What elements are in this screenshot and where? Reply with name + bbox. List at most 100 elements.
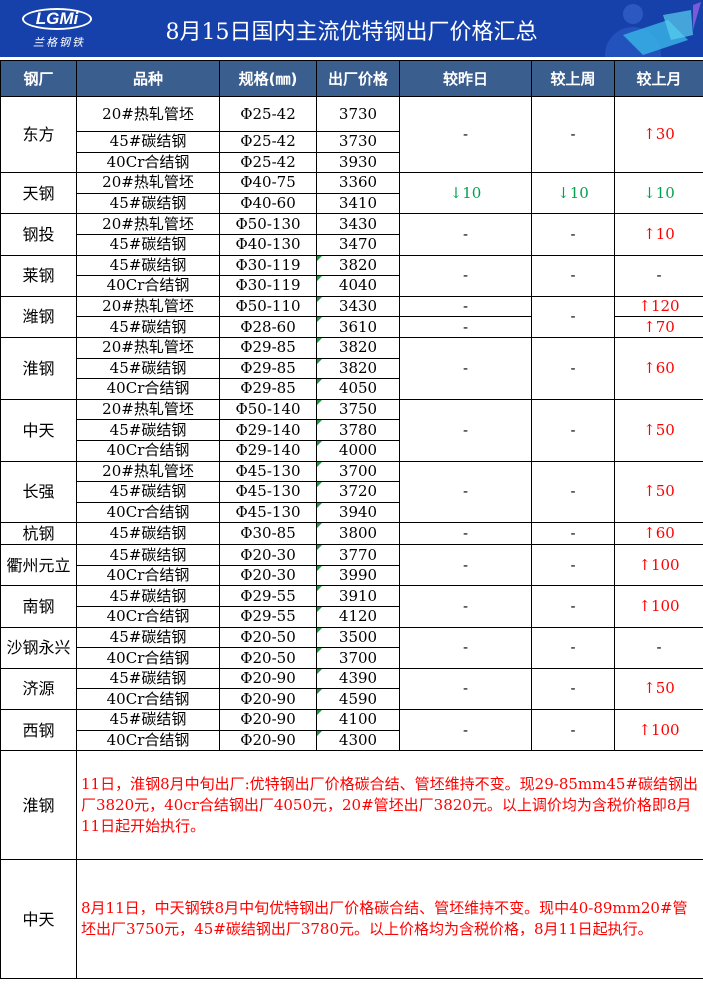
cell-value: 50	[655, 679, 675, 698]
price-cell: 4120	[316, 606, 400, 628]
product-cell: 20#热轧管坯	[76, 172, 220, 194]
cell-value: 8月11日，中天钢铁8月中旬优特钢出厂价格碳合结、管坯维持不变。现中40-89m…	[81, 899, 688, 939]
logo-subtitle: 兰格钢铁	[33, 36, 85, 49]
arrow-up-icon: ↑	[638, 555, 651, 574]
table-row: 40Cr合结钢 Φ20-30 3990	[1, 564, 703, 587]
product-cell: 40Cr合结钢	[76, 564, 220, 587]
product-cell: 45#碳结钢	[76, 626, 220, 649]
spec-cell: Φ25-42	[219, 131, 317, 153]
cell-value: 40Cr合结钢	[106, 689, 190, 708]
cell-value: 40Cr合结钢	[106, 152, 190, 171]
spec-cell: Φ50-130	[219, 213, 317, 235]
cell-value: 50	[655, 482, 675, 501]
table-row: 40Cr合结钢 Φ20-90 4590	[1, 688, 703, 711]
spec-cell: Φ40-130	[219, 233, 317, 256]
price-cell: 3700	[316, 460, 400, 483]
product-cell: 40Cr合结钢	[76, 439, 220, 462]
cell-value: Φ45-130	[235, 502, 301, 521]
table-row: 45#碳结钢 Φ28-60 3610 - ↑70	[1, 316, 703, 338]
cell-value: -	[570, 720, 576, 739]
cell-value: Φ25-42	[240, 152, 296, 171]
month-change-cell: -	[614, 626, 703, 669]
note-mill-name: 淮钢	[0, 750, 77, 861]
spec-cell: Φ40-75	[219, 172, 317, 194]
cell-value: -	[462, 266, 469, 285]
day-change-cell: -	[399, 398, 532, 462]
cell-value: -	[570, 482, 576, 501]
spec-cell: Φ29-85	[219, 357, 317, 380]
banner: LGMi 兰格钢铁 8月15日国内主流优特钢出厂价格汇总	[0, 0, 703, 60]
week-change-cell: -	[531, 460, 615, 524]
cell-value: 天钢	[22, 183, 55, 203]
cell-value: 10	[655, 183, 675, 202]
cell-value: -	[570, 358, 576, 377]
price-cell: 3910	[316, 585, 400, 608]
price-cell: 4300	[316, 729, 400, 752]
cell-value: Φ45-130	[235, 461, 301, 480]
cell-value: 3470	[338, 235, 378, 254]
day-change-cell: -	[399, 213, 532, 256]
week-change-cell: ↓10	[531, 172, 615, 215]
cell-value: 南钢	[22, 597, 55, 617]
arrow-up-icon: ↑	[643, 224, 656, 243]
month-change-cell: ↑60	[614, 522, 703, 546]
cell-value: -	[462, 297, 469, 316]
cell-value: -	[570, 597, 576, 616]
cell-value: Φ25-42	[240, 132, 296, 151]
spec-cell: Φ30-85	[219, 522, 317, 546]
price-cell: 3360	[316, 172, 400, 194]
day-change-cell: -	[399, 316, 532, 338]
day-change-cell: -	[399, 95, 532, 174]
cell-value: Φ20-90	[240, 689, 296, 708]
cell-value: 10	[462, 183, 482, 202]
arrow-up-icon: ↑	[638, 297, 651, 316]
cell-value: -	[570, 266, 576, 285]
spec-cell: Φ45-130	[219, 460, 317, 483]
column-header: 品种	[76, 60, 220, 97]
month-change-cell: ↑50	[614, 667, 703, 711]
table-row: 莱钢 45#碳结钢 Φ30-119 3820 - - -	[0, 254, 703, 297]
cell-value: 淮钢	[22, 795, 55, 815]
week-change-cell: -	[531, 544, 615, 587]
cell-value: 3770	[338, 545, 378, 564]
month-change-cell: ↑100	[614, 585, 703, 628]
product-cell: 45#碳结钢	[76, 357, 220, 380]
cell-value: 3780	[338, 420, 378, 439]
cell-value: Φ40-60	[240, 194, 296, 213]
logo: LGMi 兰格钢铁	[20, 8, 98, 52]
cell-value: -	[570, 638, 576, 657]
cell-value: 120	[650, 297, 680, 316]
cell-value: 45#碳结钢	[109, 710, 187, 729]
spec-cell: Φ20-50	[219, 626, 317, 649]
cell-value: Φ29-85	[240, 358, 296, 377]
cell-value: -	[462, 317, 469, 336]
week-change-cell: -	[531, 667, 615, 711]
cell-value: Φ40-75	[240, 173, 296, 192]
cell-value: 3430	[338, 297, 378, 316]
spec-cell: Φ20-50	[219, 647, 317, 669]
product-cell: 20#热轧管坯	[76, 295, 220, 318]
column-header: 较上周	[531, 60, 615, 97]
product-cell: 45#碳结钢	[76, 522, 220, 546]
product-cell: 40Cr合结钢	[76, 275, 220, 297]
price-cell: 4040	[316, 275, 400, 297]
mill-name: 杭钢	[0, 522, 77, 546]
cell-value: 40Cr合结钢	[106, 441, 190, 460]
mill-name: 济源	[0, 667, 77, 711]
cell-value: Φ40-130	[235, 235, 301, 254]
logo-mark: LGMi	[22, 8, 92, 30]
price-cell: 3720	[316, 481, 400, 503]
mill-name: 钢投	[0, 213, 77, 256]
cell-value: 4590	[338, 689, 378, 708]
cell-value: 杭钢	[22, 524, 55, 544]
cell-value: Φ29-140	[235, 420, 301, 439]
price-cell: 3750	[316, 398, 400, 421]
mill-name: 南钢	[0, 585, 77, 628]
cell-value: 莱钢	[22, 266, 55, 286]
cell-value: -	[656, 638, 662, 657]
spec-cell: Φ20-90	[219, 729, 317, 752]
cell-value: 45#碳结钢	[109, 669, 187, 688]
mill-name: 沙钢永兴	[0, 626, 77, 669]
cell-value: 中天	[22, 420, 55, 440]
